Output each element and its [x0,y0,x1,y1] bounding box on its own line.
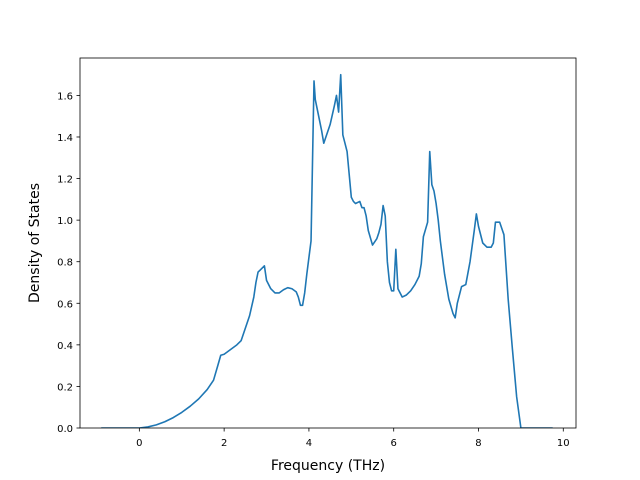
x-tick-label: 10 [557,438,570,449]
y-tick-label: 1.0 [57,216,73,227]
x-tick-label: 2 [221,438,227,449]
y-tick-label: 0.2 [57,382,73,393]
y-tick-label: 0.4 [57,341,73,352]
y-tick-label: 1.4 [57,133,73,144]
x-axis-label: Frequency (THz) [271,458,385,474]
y-tick-label: 0.6 [57,299,73,310]
y-axis-label: Density of States [27,183,43,303]
x-tick-label: 0 [136,438,142,449]
x-tick-label: 6 [391,438,397,449]
y-tick-label: 0.0 [57,424,73,435]
x-tick-label: 8 [475,438,481,449]
y-axis: 0.0 0.2 0.4 0.6 0.8 1.0 1.2 1.4 1.6 [57,91,80,435]
y-tick-label: 1.2 [57,175,73,186]
x-axis: 0 2 4 6 8 10 [136,428,570,449]
plot-frame [79,57,577,429]
y-tick-label: 1.6 [57,91,73,102]
y-tick-label: 0.8 [57,258,73,269]
series-line-0 [101,73,553,428]
x-tick-label: 4 [306,438,312,449]
series-layer [101,73,553,428]
